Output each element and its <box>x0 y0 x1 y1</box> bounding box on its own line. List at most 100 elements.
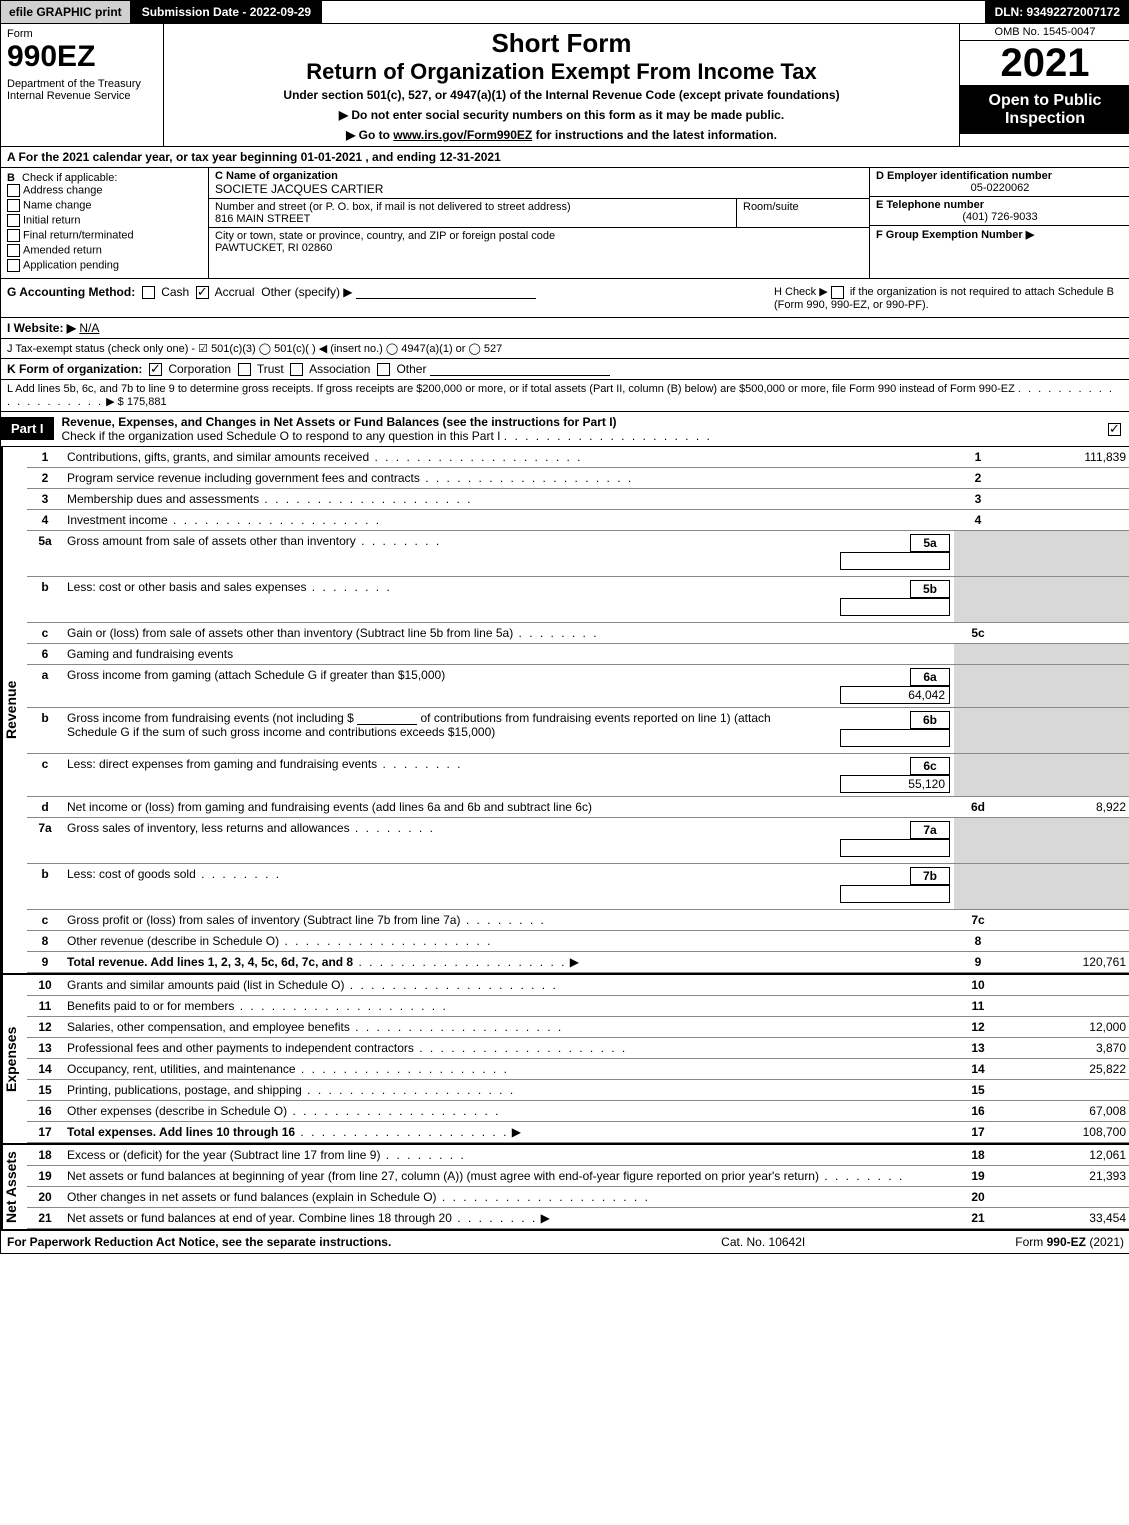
cb-trust[interactable] <box>238 363 251 376</box>
ln7a-iamt <box>840 839 950 857</box>
cb-accrual[interactable] <box>196 286 209 299</box>
expenses-table: 10Grants and similar amounts paid (list … <box>27 975 1129 1143</box>
g-cash: Cash <box>161 285 189 299</box>
open-public: Open to Public Inspection <box>960 85 1129 134</box>
ln6-box <box>954 643 1002 664</box>
ln18-txt: Excess or (deficit) for the year (Subtra… <box>67 1148 380 1162</box>
ln5b-iamt <box>840 598 950 616</box>
ln19-num: 19 <box>27 1165 63 1186</box>
ln21-txt: Net assets or fund balances at end of ye… <box>67 1211 452 1225</box>
ln16-amt: 67,008 <box>1002 1100 1129 1121</box>
ln5a-in: 5a <box>910 534 950 552</box>
k-corp: Corporation <box>168 362 231 376</box>
ln5a-iamt <box>840 552 950 570</box>
g-other: Other (specify) ▶ <box>261 285 352 299</box>
ln7c-box: 7c <box>954 909 1002 930</box>
cb-init[interactable] <box>7 214 20 227</box>
cb-addr[interactable] <box>7 184 20 197</box>
ln6c-num: c <box>27 753 63 796</box>
ln9-num: 9 <box>27 951 63 972</box>
footer-left: For Paperwork Reduction Act Notice, see … <box>7 1235 511 1249</box>
k-other-blank <box>430 363 610 376</box>
ln5a-txt: Gross amount from sale of assets other t… <box>67 534 356 548</box>
cb-app[interactable] <box>7 259 20 272</box>
footer-right: Form 990-EZ (2021) <box>1015 1235 1124 1249</box>
irs-link[interactable]: www.irs.gov/Form990EZ <box>393 128 532 142</box>
header-right: OMB No. 1545-0047 2021 Open to Public In… <box>959 24 1129 146</box>
ln13-num: 13 <box>27 1037 63 1058</box>
ln5b-num: b <box>27 576 63 622</box>
ln9-box: 9 <box>954 951 1002 972</box>
cb-name[interactable] <box>7 199 20 212</box>
note2-pre: ▶ Go to <box>346 128 393 142</box>
cb-corp[interactable] <box>149 363 162 376</box>
col-b: B Check if applicable: Address change Na… <box>1 168 209 278</box>
grp-label: F Group Exemption Number ▶ <box>876 229 1034 241</box>
k-other: Other <box>396 362 426 376</box>
ln11-num: 11 <box>27 995 63 1016</box>
h-right: H Check ▶ if the organization is not req… <box>774 285 1124 311</box>
ln5b-amt <box>1002 576 1129 622</box>
ln15-txt: Printing, publications, postage, and shi… <box>67 1083 302 1097</box>
ln7a-in: 7a <box>910 821 950 839</box>
revenue-table: 1Contributions, gifts, grants, and simil… <box>27 447 1129 973</box>
ln12-box: 12 <box>954 1016 1002 1037</box>
ln10-box: 10 <box>954 975 1002 996</box>
ln9-txt: Total revenue. Add lines 1, 2, 3, 4, 5c,… <box>67 955 353 969</box>
street-label: Number and street (or P. O. box, if mail… <box>215 201 571 213</box>
l-text: L Add lines 5b, 6c, and 7b to line 9 to … <box>7 383 1015 395</box>
cb-final[interactable] <box>7 229 20 242</box>
cb-scho[interactable] <box>1108 423 1121 436</box>
ln6b-box <box>954 707 1002 753</box>
ln7b-iamt <box>840 885 950 903</box>
revenue-body: 1Contributions, gifts, grants, and simil… <box>27 447 1129 973</box>
bc-row: B Check if applicable: Address change Na… <box>1 168 1129 279</box>
expenses-body: 10Grants and similar amounts paid (list … <box>27 975 1129 1143</box>
footer: For Paperwork Reduction Act Notice, see … <box>1 1231 1129 1253</box>
part1-chk <box>1108 422 1129 436</box>
ln4-box: 4 <box>954 509 1002 530</box>
cb-amend[interactable] <box>7 244 20 257</box>
ln13-box: 13 <box>954 1037 1002 1058</box>
k-label: K Form of organization: <box>7 362 142 376</box>
part1-dots <box>504 429 712 443</box>
form-990ez-page: efile GRAPHIC print Submission Date - 20… <box>0 0 1129 1254</box>
ln12-num: 12 <box>27 1016 63 1037</box>
cb-h[interactable] <box>831 286 844 299</box>
l-row: L Add lines 5b, 6c, and 7b to line 9 to … <box>1 380 1129 412</box>
ln2-amt <box>1002 467 1129 488</box>
ln18-amt: 12,061 <box>1002 1145 1129 1166</box>
i-label: I Website: ▶ <box>7 321 76 335</box>
ln15-box: 15 <box>954 1079 1002 1100</box>
tel-label: E Telephone number <box>876 199 984 211</box>
cell-grp: F Group Exemption Number ▶ <box>870 226 1129 243</box>
topbar-spacer <box>322 1 984 23</box>
cb-kother[interactable] <box>377 363 390 376</box>
ln8-txt: Other revenue (describe in Schedule O) <box>67 934 279 948</box>
ln6d-txt: Net income or (loss) from gaming and fun… <box>67 800 592 814</box>
ln21-box: 21 <box>954 1207 1002 1228</box>
ln6-txt: Gaming and fundraising events <box>67 647 233 661</box>
ln6-num: 6 <box>27 643 63 664</box>
header-left: Form 990EZ Department of the Treasury In… <box>1 24 164 146</box>
omb-number: OMB No. 1545-0047 <box>960 24 1129 41</box>
ln19-txt: Net assets or fund balances at beginning… <box>67 1169 819 1183</box>
ln16-box: 16 <box>954 1100 1002 1121</box>
g-label: G Accounting Method: <box>7 285 135 299</box>
efile-print-label[interactable]: efile GRAPHIC print <box>1 1 132 23</box>
h-text: H Check ▶ <box>774 286 831 298</box>
cb-assoc[interactable] <box>290 363 303 376</box>
part1-title: Revenue, Expenses, and Changes in Net As… <box>54 412 1108 446</box>
ln6b-in: 6b <box>910 711 950 729</box>
ln3-amt <box>1002 488 1129 509</box>
netassets-body: 18Excess or (deficit) for the year (Subt… <box>27 1145 1129 1229</box>
ln7b-box <box>954 863 1002 909</box>
form-title: Return of Organization Exempt From Incom… <box>170 59 953 85</box>
cb-cash[interactable] <box>142 286 155 299</box>
b-amend: Amended return <box>23 244 102 256</box>
part1-tag: Part I <box>1 417 54 440</box>
dept-label: Department of the Treasury Internal Reve… <box>7 78 157 102</box>
ln8-box: 8 <box>954 930 1002 951</box>
ln4-num: 4 <box>27 509 63 530</box>
ln11-amt <box>1002 995 1129 1016</box>
